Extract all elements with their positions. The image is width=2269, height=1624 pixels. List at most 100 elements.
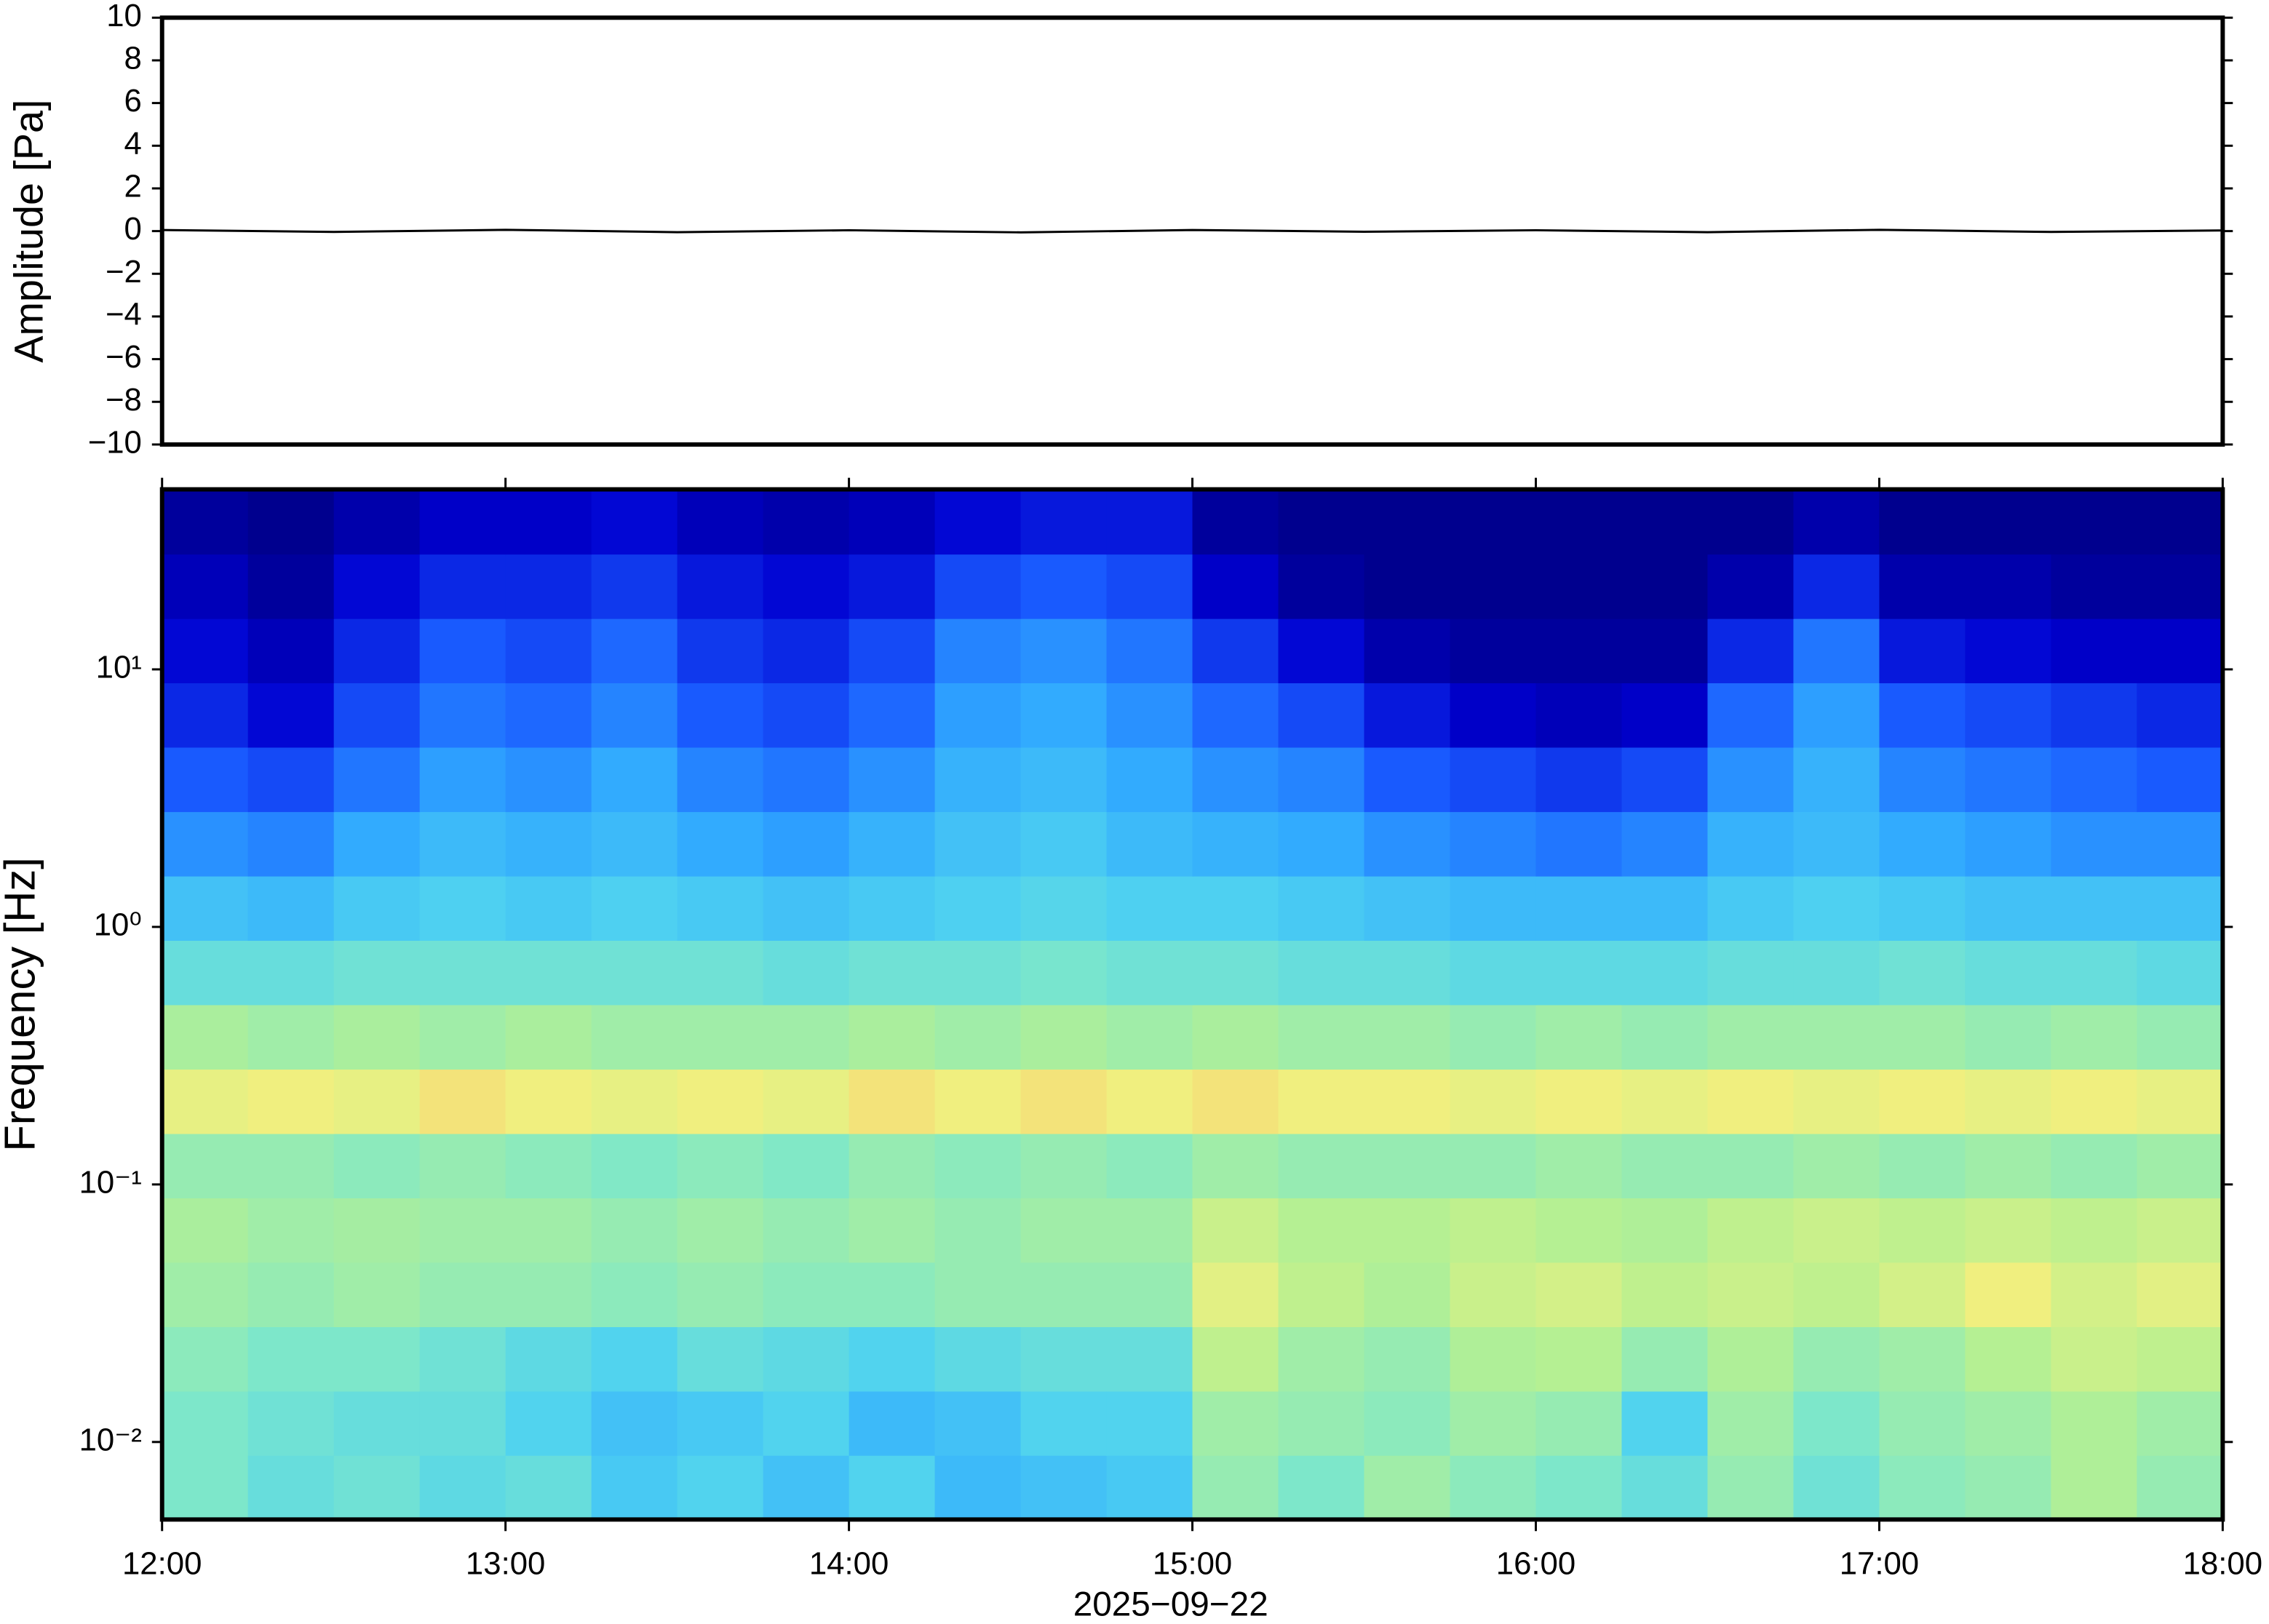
spectrogram-cell <box>1192 1390 1279 1456</box>
y-tick-label: 10⁰ <box>94 907 142 942</box>
spectrogram-cell <box>1793 940 1880 1006</box>
spectrogram-cell <box>849 682 936 748</box>
spectrogram-cell <box>1364 875 1451 942</box>
spectrogram-cell <box>591 1390 678 1456</box>
spectrogram-cell <box>1020 1454 1108 1521</box>
spectrogram-cell <box>1621 1197 1709 1263</box>
spectrogram-cell <box>1793 1004 1880 1070</box>
spectrogram-cell <box>934 618 1022 684</box>
spectrogram-cell <box>677 1326 764 1392</box>
spectrogram-cell <box>505 489 592 555</box>
spectrogram-cell <box>1450 940 1537 1006</box>
spectrogram-cell <box>1879 1004 1966 1070</box>
spectrogram-cell <box>333 1004 421 1070</box>
spectrogram-cell <box>849 1390 936 1456</box>
spectrogram-cell <box>247 1197 335 1263</box>
spectrogram-cell <box>1364 747 1451 813</box>
spectrogram-cell <box>162 811 249 877</box>
spectrogram-cell <box>1020 682 1108 748</box>
spectrogram-cell <box>2137 875 2224 942</box>
spectrogram-cell <box>1793 747 1880 813</box>
spectrogram-cell <box>1965 1197 2052 1263</box>
y-tick-label: 4 <box>124 126 142 162</box>
spectrogram-cell <box>1106 811 1193 877</box>
spectrogram-cell <box>1364 554 1451 619</box>
y-axis-label: Frequency [Hz] <box>0 857 44 1151</box>
spectrogram-cell <box>505 1197 592 1263</box>
spectrogram-cell <box>934 1262 1022 1328</box>
spectrogram-cell <box>1793 682 1880 748</box>
spectrogram-cell <box>162 1004 249 1070</box>
spectrogram-cell <box>1364 1326 1451 1392</box>
spectrogram-cell <box>162 1133 249 1198</box>
spectrogram-cell <box>2137 811 2224 877</box>
spectrogram-cell <box>247 811 335 877</box>
spectrogram-cell <box>763 489 850 555</box>
spectrogram-cell <box>849 811 936 877</box>
spectrogram-cell <box>1965 747 2052 813</box>
spectrogram-cell <box>1278 1390 1365 1456</box>
spectrogram-cell <box>1535 489 1623 555</box>
spectrogram-cell <box>1965 1454 2052 1521</box>
spectrogram-cell <box>934 1197 1022 1263</box>
spectrogram-cell <box>162 1390 249 1456</box>
spectrogram-cell <box>1535 682 1623 748</box>
spectrogram-cell <box>1020 1326 1108 1392</box>
spectrogram-cell <box>849 1454 936 1521</box>
spectrogram-cell <box>333 618 421 684</box>
spectrogram-cell <box>2137 940 2224 1006</box>
spectrogram-cell <box>1535 811 1623 877</box>
spectrogram-cell <box>849 1133 936 1198</box>
spectrogram-cell <box>247 1390 335 1456</box>
spectrogram-cell <box>763 1454 850 1521</box>
spectrogram-cell <box>1535 1133 1623 1198</box>
spectrogram-cell <box>2051 875 2138 942</box>
spectrogram-cell <box>1707 1069 1795 1134</box>
spectrogram-cell <box>677 940 764 1006</box>
spectrogram-cell <box>1793 1069 1880 1134</box>
spectrogram-cell <box>849 1004 936 1070</box>
x-tick-label: 18:00 <box>2183 1546 2262 1582</box>
spectrogram-cell <box>1106 682 1193 748</box>
spectrogram-cell <box>1965 554 2052 619</box>
y-tick-label: 0 <box>124 211 142 247</box>
spectrogram-cell <box>1535 1197 1623 1263</box>
spectrogram-cell <box>1621 1133 1709 1198</box>
spectrogram-cell <box>849 747 936 813</box>
spectrogram-cell <box>1364 1197 1451 1263</box>
spectrogram-cell <box>1707 875 1795 942</box>
spectrogram-cell <box>419 1262 506 1328</box>
spectrogram-cell <box>1879 940 1966 1006</box>
spectrogram-cell <box>677 618 764 684</box>
spectrogram-cell <box>1020 554 1108 619</box>
spectrogram-cell <box>763 554 850 619</box>
spectrogram-cell <box>333 747 421 813</box>
spectrogram-cell <box>1192 618 1279 684</box>
spectrogram-cell <box>763 811 850 877</box>
y-tick-label: 6 <box>124 83 142 119</box>
spectrogram-cell <box>247 489 335 555</box>
spectrogram-cell <box>1020 811 1108 877</box>
spectrogram-cell <box>1793 1390 1880 1456</box>
spectrogram-cell <box>419 1069 506 1134</box>
spectrogram-cell <box>2051 747 2138 813</box>
spectrogram-cell <box>1621 875 1709 942</box>
spectrogram-cell <box>934 747 1022 813</box>
spectrogram-cell <box>1535 1454 1623 1521</box>
spectrogram-cell <box>247 682 335 748</box>
spectrogram-cell <box>1621 682 1709 748</box>
spectrogram-cell <box>934 1454 1022 1521</box>
spectrogram-cell <box>1278 1326 1365 1392</box>
spectrogram-cell <box>677 1262 764 1328</box>
spectrogram-cell <box>1965 682 2052 748</box>
spectrogram-cell <box>162 489 249 555</box>
spectrogram-cell <box>2137 1133 2224 1198</box>
spectrogram-cell <box>419 1390 506 1456</box>
spectrogram-cell <box>677 747 764 813</box>
spectrogram-cell <box>1020 1390 1108 1456</box>
spectrogram-cell <box>1965 1390 2052 1456</box>
spectrogram-cell <box>1879 747 1966 813</box>
spectrogram-cell <box>247 1326 335 1392</box>
spectrogram-cell <box>1192 875 1279 942</box>
spectrogram-cell <box>1106 747 1193 813</box>
